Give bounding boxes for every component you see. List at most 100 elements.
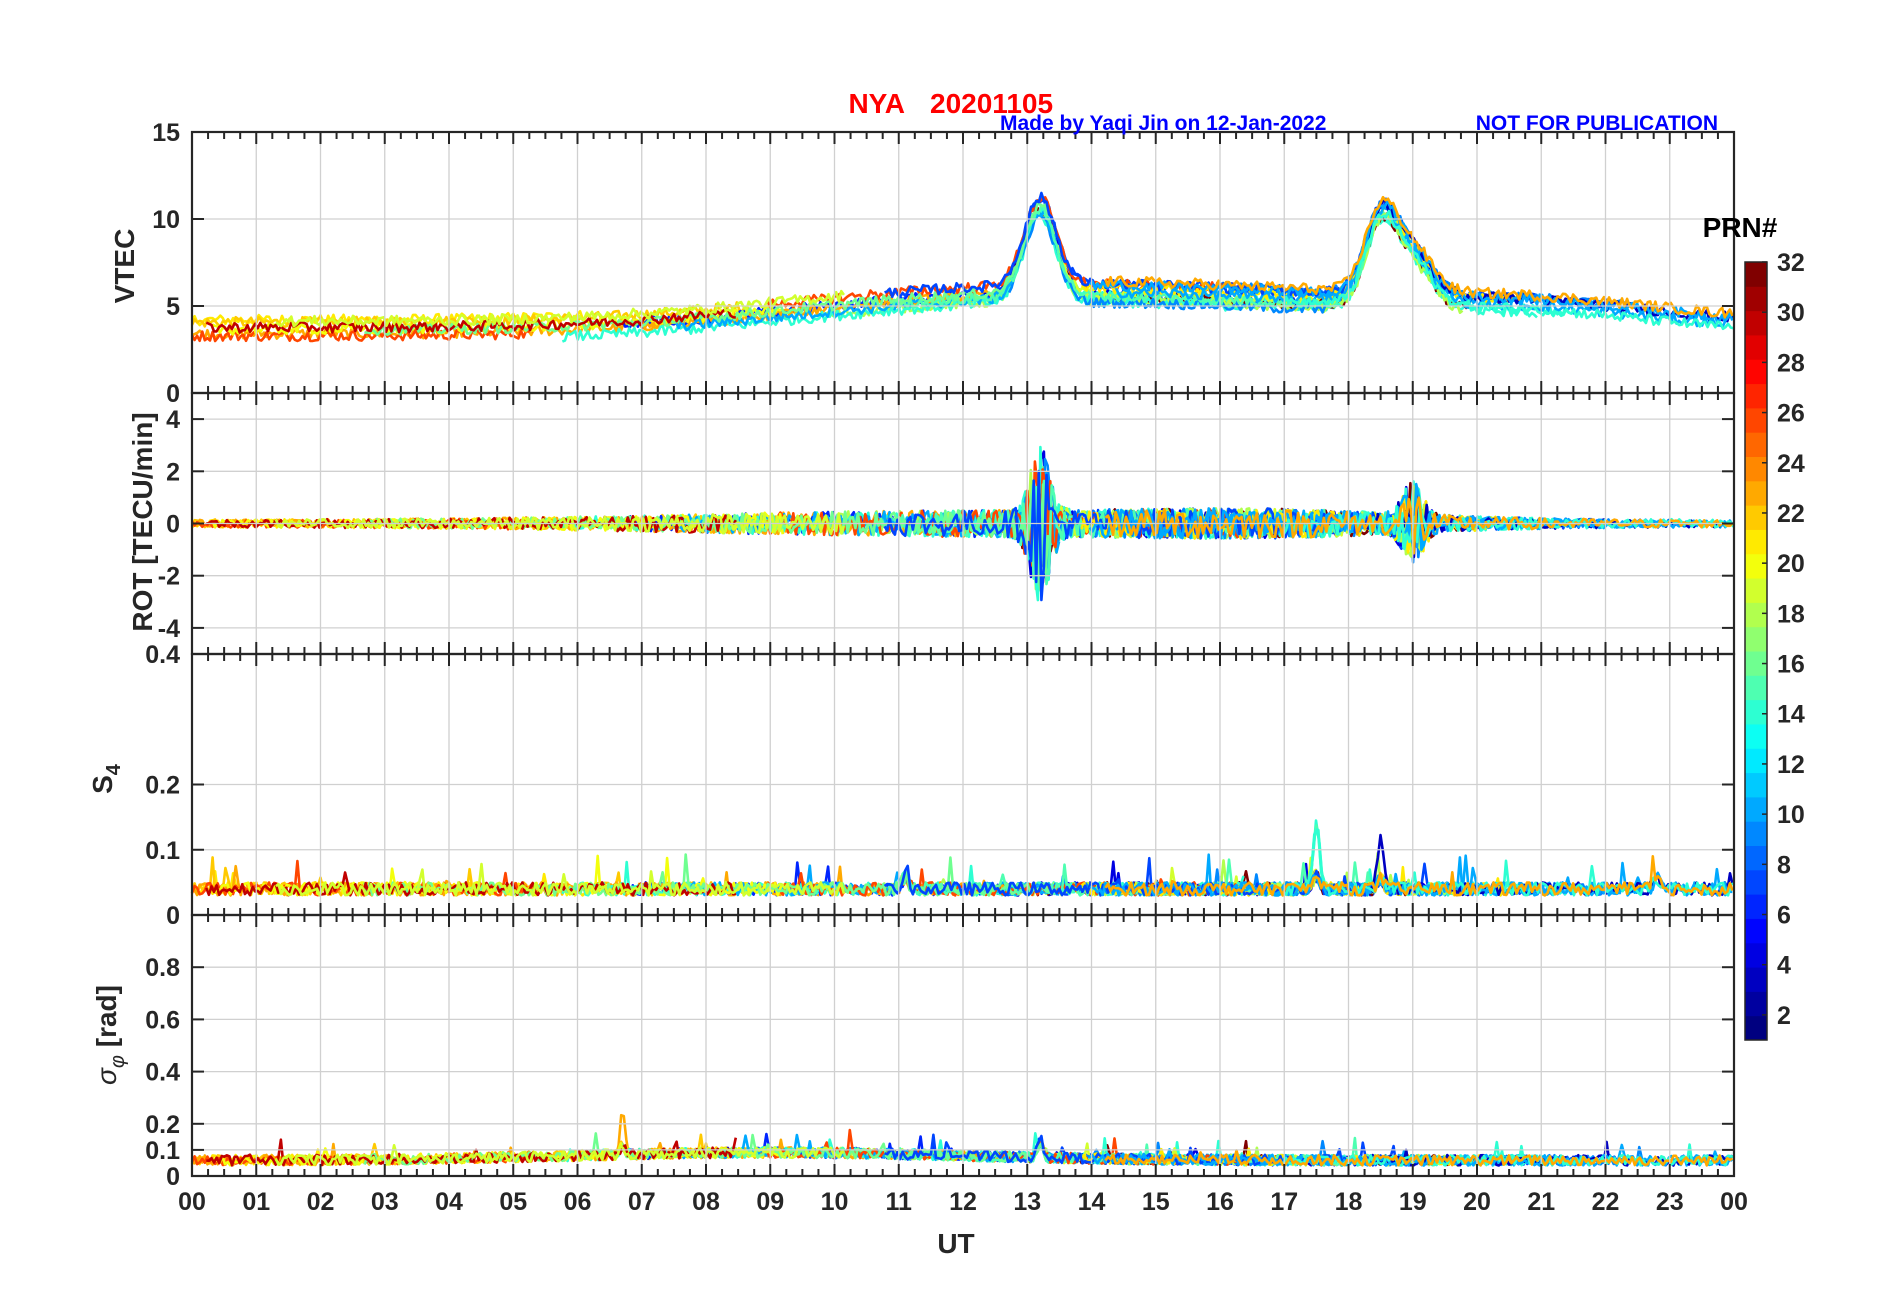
colorbar-segment (1745, 894, 1767, 919)
xtick-label: 14 (1078, 1188, 1106, 1216)
credit-notice: NOT FOR PUBLICATION (1476, 112, 1718, 135)
colorbar-segment (1745, 310, 1767, 336)
ytick-label-rot: 0 (166, 511, 180, 539)
ytick-label-s4: 0.2 (145, 772, 180, 800)
xtick-label: 21 (1527, 1188, 1555, 1216)
series-sigma_phi-29 (1104, 1149, 1734, 1167)
ytick-label-rot: 4 (166, 406, 180, 434)
series-s4-29 (1104, 854, 1734, 897)
colorbar-tick-label: 16 (1777, 651, 1805, 679)
xtick-label: 05 (499, 1188, 527, 1216)
colorbar-segment (1745, 286, 1767, 312)
ylabel-vtec: VTEC (109, 229, 140, 304)
xtick-label: 10 (821, 1188, 849, 1216)
colorbar-segment (1745, 407, 1767, 433)
colorbar-tick-label: 24 (1777, 450, 1805, 478)
title-station: NYA (848, 88, 905, 119)
colorbar-tick-label: 22 (1777, 500, 1805, 528)
ytick-label-rot: 2 (166, 458, 180, 486)
colorbar-segment (1745, 675, 1767, 701)
ytick-label-rot: -4 (158, 615, 180, 643)
ytick-label-vtec: 0 (166, 380, 180, 408)
xtick-label: 08 (692, 1188, 720, 1216)
colorbar-segment (1745, 626, 1767, 652)
xtick-label: 09 (756, 1188, 784, 1216)
series-rot-2 (191, 511, 820, 535)
xtick-label: 18 (1335, 1188, 1363, 1216)
colorbar-segment (1745, 334, 1767, 360)
colorbar-segment (1745, 845, 1767, 871)
colorbar-tick-label: 26 (1777, 400, 1805, 428)
xtick-label: 00 (1720, 1188, 1748, 1216)
ylabel-sigma-phi: σφ [rad] (91, 985, 129, 1085)
colorbar-tick-label: 18 (1777, 600, 1805, 628)
colorbar-tick-label: 20 (1777, 550, 1805, 578)
series-rot-29 (1104, 496, 1734, 555)
ytick-label-sigma_phi: 0.4 (145, 1059, 180, 1087)
xtick-label: 02 (307, 1188, 335, 1216)
x-axis-label: UT (937, 1228, 974, 1259)
colorbar-segment (1745, 602, 1767, 628)
colorbar-tick-label: 2 (1777, 1002, 1791, 1030)
xtick-label: 15 (1142, 1188, 1170, 1216)
colorbar-segment (1745, 432, 1767, 457)
colorbar-segment (1745, 821, 1767, 846)
colorbar-tick-label: 8 (1777, 851, 1791, 879)
colorbar-segment (1745, 772, 1767, 798)
ylabel-rot: ROT [TECU/min] (127, 412, 158, 631)
axes-layer: 051015-4-202400.10.20.400.10.20.40.60.80… (145, 119, 1748, 1216)
ytick-label-sigma_phi: 0.8 (145, 954, 180, 982)
xtick-label: 03 (371, 1188, 399, 1216)
grid-layer (192, 132, 1734, 1176)
colorbar-segment (1745, 699, 1767, 725)
colorbar-tick-label: 14 (1777, 701, 1805, 729)
series-vtec-14 (561, 212, 1245, 343)
colorbar-segment (1745, 553, 1767, 579)
colorbar-tick-label: 4 (1777, 952, 1791, 980)
credit-author: Made by Yaqi Jin on 12-Jan-2022 (1000, 112, 1326, 135)
xtick-label: 22 (1592, 1188, 1620, 1216)
ytick-label-rot: -2 (158, 563, 180, 591)
ytick-label-s4: 0.4 (145, 641, 180, 669)
colorbar-tick-label: 28 (1777, 349, 1805, 377)
series-rot-21 (206, 514, 737, 534)
colorbar-segment (1745, 262, 1767, 287)
xtick-label: 19 (1399, 1188, 1427, 1216)
ytick-label-sigma_phi: 0 (166, 1163, 180, 1191)
xtick-label: 00 (178, 1188, 206, 1216)
xtick-label: 06 (564, 1188, 592, 1216)
panel-frame-sigma_phi (190, 913, 1736, 1178)
xtick-label: 01 (242, 1188, 270, 1216)
ytick-label-sigma_phi: 0.1 (145, 1137, 180, 1165)
colorbar-title: PRN# (1703, 212, 1778, 243)
xtick-label: 07 (628, 1188, 656, 1216)
xtick-label: 13 (1013, 1188, 1041, 1216)
colorbar-segment (1745, 529, 1767, 555)
colorbar-tick-label: 6 (1777, 902, 1791, 930)
colorbar-segment (1745, 723, 1767, 749)
colorbar-segment (1745, 991, 1767, 1017)
colorbar-segment (1745, 748, 1767, 774)
colorbar-segment (1745, 869, 1767, 895)
xtick-label: 20 (1463, 1188, 1491, 1216)
series-vtec-27 (1088, 198, 1734, 323)
colorbar-segment (1745, 651, 1767, 676)
ylabel-s4: S4 (87, 763, 125, 794)
colorbar-segment (1745, 1015, 1767, 1041)
colorbar-segment (1745, 359, 1767, 385)
series-rot-25 (274, 512, 846, 536)
colorbar-segment (1745, 967, 1767, 992)
colorbar-tick-label: 32 (1777, 249, 1805, 277)
xtick-label: 04 (435, 1188, 463, 1216)
series-vtec-29 (1104, 195, 1734, 319)
xtick-label: 17 (1270, 1188, 1298, 1216)
series-sigma_phi-25 (274, 1144, 845, 1167)
xtick-label: 12 (949, 1188, 977, 1216)
series-s4-28 (1282, 827, 1734, 897)
colorbar-tick-label: 30 (1777, 299, 1805, 327)
series-vtec-25 (275, 289, 845, 328)
ytick-label-sigma_phi: 0.6 (145, 1006, 180, 1034)
ytick-label-vtec: 10 (152, 206, 180, 234)
